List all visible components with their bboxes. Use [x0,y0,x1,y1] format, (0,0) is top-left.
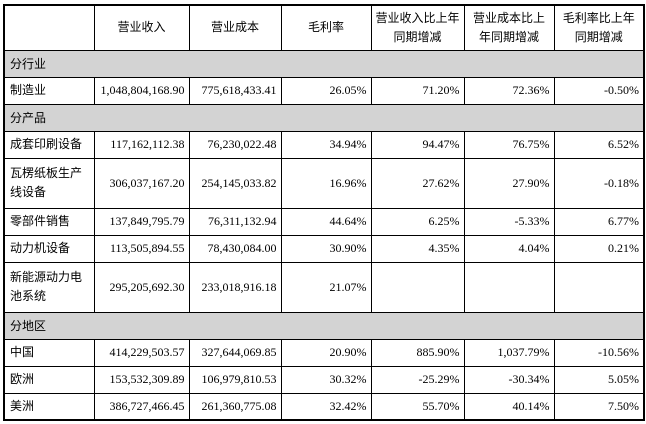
column-header-revenue-yoy: 营业收入比上年同期增减 [370,4,465,51]
cell-margin: 20.90% [280,338,372,367]
table-row-new-energy-battery: 新能源动力电池系统 295,205,692.30 233,018,916.18 … [3,261,645,313]
column-header-revenue: 营业收入 [93,4,190,51]
header-row: 营业收入 营业成本 毛利率 营业收入比上年同期增减 营业成本比上年同期增减 毛利… [3,4,645,51]
cell-cost-yoy [463,261,555,313]
cell-margin-yoy: -10.56% [553,338,645,367]
section-header-by-region: 分地区 [3,311,645,340]
cell-cost-yoy: 40.14% [463,392,555,421]
table-row-power-machinery: 动力机设备 113,505,894.55 78,430,084.00 30.90… [3,234,645,263]
cell-margin-yoy: -0.50% [553,76,645,105]
section-header-label: 分地区 [3,311,645,340]
table-row-china: 中国 414,229,503.57 327,644,069.85 20.90% … [3,338,645,367]
row-label: 中国 [3,338,95,367]
cell-cost-yoy: 1,037.79% [463,338,555,367]
cell-cost: 76,230,022.48 [188,130,282,159]
table-row-printing-equipment: 成套印刷设备 117,162,112.38 76,230,022.48 34.9… [3,130,645,159]
cell-cost: 254,145,033.82 [188,157,282,209]
cell-revenue-yoy: 4.35% [370,234,465,263]
cell-revenue: 137,849,795.79 [93,207,190,236]
cell-cost-yoy: 27.90% [463,157,555,209]
cell-revenue-yoy: 94.47% [370,130,465,159]
cell-revenue: 295,205,692.30 [93,261,190,313]
cell-margin: 32.42% [280,392,372,421]
table-row-parts-sales: 零部件销售 137,849,795.79 76,311,132.94 44.64… [3,207,645,236]
cell-margin-yoy: 0.21% [553,234,645,263]
cell-revenue-yoy [370,261,465,313]
cell-margin-yoy: 6.52% [553,130,645,159]
table-row-americas: 美洲 386,727,466.45 261,360,775.08 32.42% … [3,392,645,421]
cell-revenue: 414,229,503.57 [93,338,190,367]
cell-revenue: 117,162,112.38 [93,130,190,159]
cell-margin-yoy [553,261,645,313]
cell-revenue: 386,727,466.45 [93,392,190,421]
cell-revenue: 153,532,309.89 [93,365,190,394]
cell-cost: 106,979,810.53 [188,365,282,394]
section-header-label: 分产品 [3,103,645,132]
table-row-manufacturing: 制造业 1,048,804,168.90 775,618,433.41 26.0… [3,76,645,105]
cell-margin-yoy: 5.05% [553,365,645,394]
row-label: 瓦楞纸板生产线设备 [3,157,95,209]
cell-margin: 44.64% [280,207,372,236]
cell-cost: 775,618,433.41 [188,76,282,105]
column-header-margin: 毛利率 [280,4,372,51]
section-header-by-industry: 分行业 [3,49,645,78]
table-row-europe: 欧洲 153,532,309.89 106,979,810.53 30.32% … [3,365,645,394]
cell-revenue-yoy: 71.20% [370,76,465,105]
cell-margin: 34.94% [280,130,372,159]
cell-revenue-yoy: -25.29% [370,365,465,394]
cell-cost: 78,430,084.00 [188,234,282,263]
row-label: 欧洲 [3,365,95,394]
cell-cost: 233,018,916.18 [188,261,282,313]
cell-cost: 261,360,775.08 [188,392,282,421]
cell-margin: 26.05% [280,76,372,105]
cell-cost: 327,644,069.85 [188,338,282,367]
cell-revenue-yoy: 55.70% [370,392,465,421]
row-label: 成套印刷设备 [3,130,95,159]
cell-cost: 76,311,132.94 [188,207,282,236]
column-header-cost-yoy: 营业成本比上年同期增减 [463,4,555,51]
financial-breakdown-table: 营业收入 营业成本 毛利率 营业收入比上年同期增减 营业成本比上年同期增减 毛利… [3,4,645,421]
cell-revenue-yoy: 27.62% [370,157,465,209]
column-header-empty [3,4,95,51]
column-header-cost: 营业成本 [188,4,282,51]
cell-revenue: 1,048,804,168.90 [93,76,190,105]
table-row-corrugated-line: 瓦楞纸板生产线设备 306,037,167.20 254,145,033.82 … [3,157,645,209]
section-header-label: 分行业 [3,49,645,78]
row-label: 动力机设备 [3,234,95,263]
row-label: 制造业 [3,76,95,105]
cell-margin-yoy: -0.18% [553,157,645,209]
section-header-by-product: 分产品 [3,103,645,132]
cell-cost-yoy: 72.36% [463,76,555,105]
column-header-margin-yoy: 毛利率比上年同期增减 [553,4,645,51]
row-label: 新能源动力电池系统 [3,261,95,313]
cell-cost-yoy: 76.75% [463,130,555,159]
cell-margin: 21.07% [280,261,372,313]
cell-revenue: 113,505,894.55 [93,234,190,263]
cell-revenue: 306,037,167.20 [93,157,190,209]
cell-margin: 30.32% [280,365,372,394]
cell-margin: 30.90% [280,234,372,263]
row-label: 美洲 [3,392,95,421]
cell-margin: 16.96% [280,157,372,209]
row-label: 零部件销售 [3,207,95,236]
cell-cost-yoy: 4.04% [463,234,555,263]
cell-revenue-yoy: 885.90% [370,338,465,367]
cell-cost-yoy: -5.33% [463,207,555,236]
cell-cost-yoy: -30.34% [463,365,555,394]
cell-revenue-yoy: 6.25% [370,207,465,236]
cell-margin-yoy: 7.50% [553,392,645,421]
cell-margin-yoy: 6.77% [553,207,645,236]
